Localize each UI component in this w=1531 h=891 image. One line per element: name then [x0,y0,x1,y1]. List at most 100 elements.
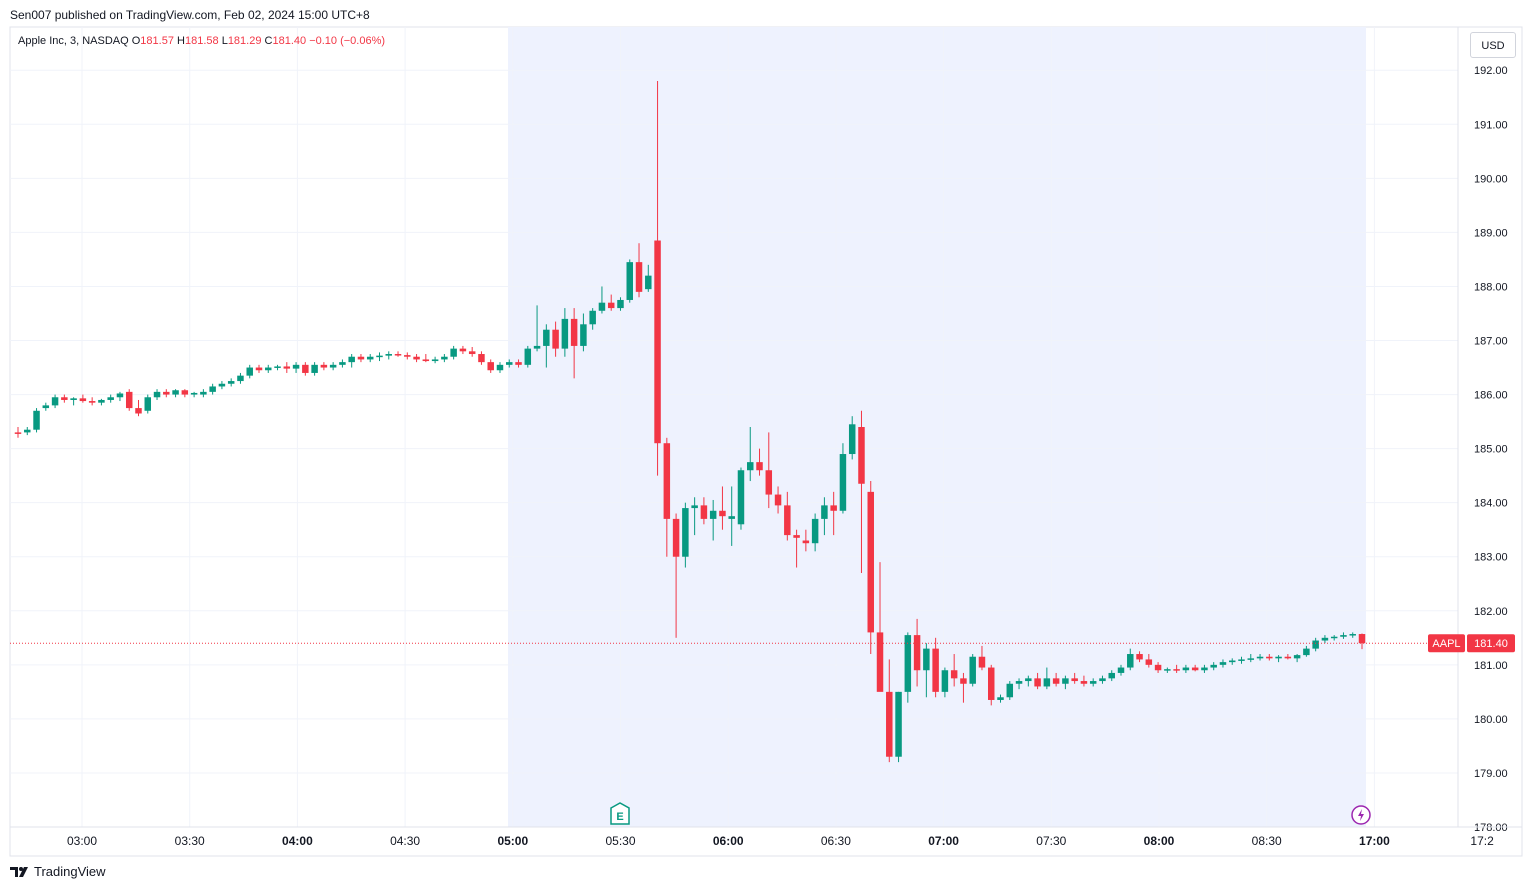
x-tick-label: 03:00 [67,834,97,848]
earnings-marker-icon [610,802,630,825]
y-tick-label: 189.00 [1474,227,1508,239]
candle-body [913,635,921,671]
candle-body [459,348,467,352]
candle-body [1117,667,1125,673]
y-tick-label: 186.00 [1474,390,1508,402]
candle-body [1228,660,1236,663]
candle-body [737,470,745,525]
candle-body [552,329,559,349]
candle-body [116,393,124,398]
candle-body [1136,654,1143,660]
x-tick-label: 08:00 [1144,834,1175,848]
candle-body [1062,678,1069,684]
candle-body [1154,664,1162,671]
candle-body [496,364,504,371]
candle-body [895,691,902,757]
candle-body [422,359,430,362]
candle-body [1275,656,1282,659]
y-tick-label: 192.00 [1474,65,1508,77]
candle-body [70,398,77,400]
candle-body [1247,658,1255,660]
candle-body [848,424,856,455]
y-tick-label: 179.00 [1474,768,1508,780]
candle-body [635,262,643,292]
candle-body [997,697,1004,700]
candle-body [246,367,253,376]
candle-body [904,635,912,692]
candle-body [1127,654,1134,668]
x-tick-label: 06:30 [821,834,851,848]
candle-body [784,505,791,536]
candle-body [61,397,68,400]
y-tick-label: 183.00 [1474,552,1508,564]
x-tick-label: 07:30 [1036,834,1066,848]
candle-body [24,429,31,433]
candle-body [404,355,411,357]
x-tick-label: 05:30 [605,834,635,848]
candle-body [561,318,569,349]
candle-body [237,375,244,382]
candle-body [88,401,96,403]
candle-body [719,510,726,517]
candle-body [107,397,114,400]
candle-body [385,354,393,356]
legend-symbol: Apple Inc, 3, NASDAQ [18,35,129,47]
candle-body [190,392,198,395]
candle-body [950,670,958,679]
candle-body [366,356,374,360]
candle-body [144,397,152,411]
x-tick-label: 17:2 [1470,834,1494,848]
y-tick-label: 184.00 [1474,498,1508,510]
candle-body [1108,672,1115,679]
currency-button[interactable]: USD [1470,32,1516,58]
candle-body [570,318,578,346]
candle-body [524,348,532,365]
tradingview-brand[interactable]: TradingView [10,864,106,879]
candle-body [125,391,133,409]
candle-body [691,505,698,509]
candle-body [478,354,485,363]
candle-body [580,324,587,346]
candle-body [33,410,40,430]
tradingview-logo-icon [10,866,28,877]
legend-low-label: L [221,35,228,47]
candle-body [468,351,476,355]
x-tick-label: 17:00 [1359,834,1390,848]
candle-body [1219,662,1227,665]
candle-body [376,355,383,358]
candle-body [1321,637,1329,641]
candle-body [311,364,318,373]
candle-body [1284,656,1292,659]
candle-body [839,454,847,511]
legend-close-value: 181.40 [272,35,307,47]
candle-body [941,670,949,692]
candle-body [1340,635,1347,637]
session-band [508,27,1366,827]
candle-body [1293,655,1301,659]
candle-body [1034,678,1041,687]
candle-body [821,505,828,519]
candle-body [329,364,337,368]
candle-body [1210,664,1217,668]
candle-body [200,391,207,395]
candle-body [654,240,661,444]
candle-body [153,391,161,398]
x-tick-label: 03:30 [175,834,205,848]
candle-body [867,491,874,633]
candle-body [672,518,680,557]
candle-body [1071,678,1078,682]
candle-body [135,408,142,414]
published-by-text: Sen007 published on TradingView.com, Feb… [10,8,370,22]
tradingview-brand-label: TradingView [34,864,106,879]
lightning-bolt-icon [1358,809,1364,821]
candle-body [274,366,281,368]
legend-high-value: 181.58 [184,35,219,47]
candle-body [1358,634,1366,644]
price-tag-label: 181.40 [1474,638,1508,650]
candle-body [960,678,967,684]
y-tick-label: 180.00 [1474,714,1508,726]
candle-body [1164,669,1171,671]
candle-body [506,362,513,365]
legend-change: −0.10 (−0.06%) [309,35,386,47]
